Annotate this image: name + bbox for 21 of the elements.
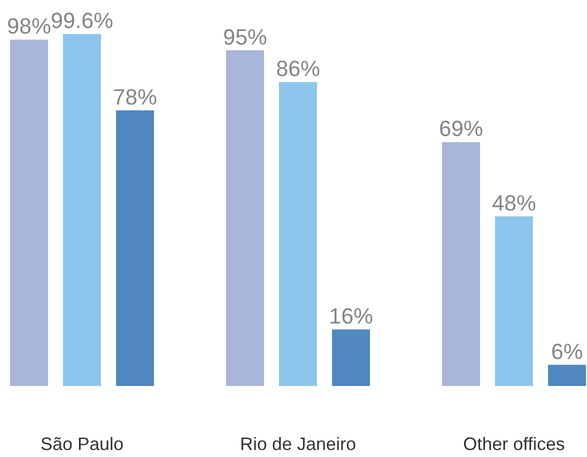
data-label: 99.6% [50, 8, 114, 33]
x-tick-label: Other offices [463, 434, 565, 454]
bar [10, 40, 48, 386]
x-tick-label: Rio de Janeiro [240, 434, 356, 454]
x-tick-label: São Paulo [40, 434, 124, 454]
bar [495, 216, 533, 386]
data-label: 95% [222, 24, 268, 50]
data-label: 69% [438, 116, 484, 142]
data-label: 16% [328, 303, 374, 328]
data-label: 48% [492, 190, 536, 216]
bar [548, 364, 586, 386]
bar [332, 329, 370, 386]
bar [279, 82, 317, 386]
data-label: 86% [276, 56, 320, 82]
bar [442, 142, 480, 386]
data-label: 78% [112, 84, 158, 110]
data-label: 98% [6, 14, 52, 39]
data-label: 6% [551, 338, 583, 364]
bar [226, 50, 264, 386]
bar [63, 34, 101, 386]
bar [116, 110, 154, 386]
